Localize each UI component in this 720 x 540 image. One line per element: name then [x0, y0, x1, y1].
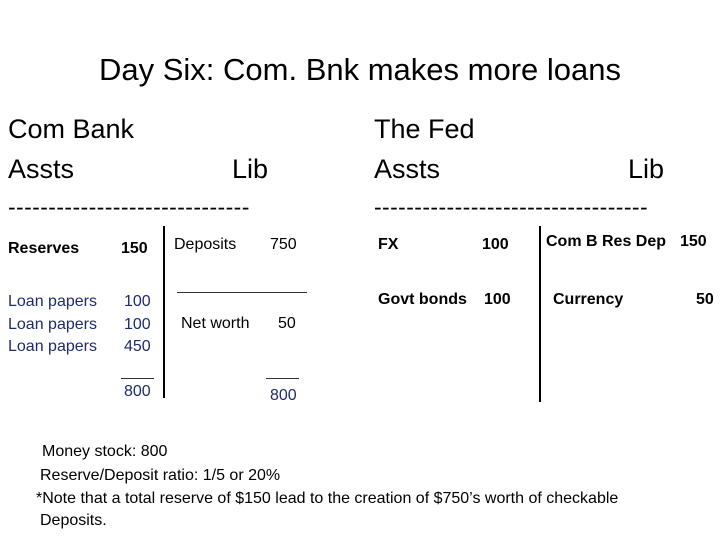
deposits-label: Deposits — [174, 236, 237, 253]
com-bank-heading: Com Bank — [8, 114, 135, 144]
loan-value-3: 450 — [124, 338, 151, 355]
fx-value: 100 — [482, 236, 509, 253]
com-bank-liab-label: Lib — [232, 154, 269, 184]
com-b-res-dep-label: Com B Res Dep — [546, 233, 667, 250]
fed-t-divider — [539, 226, 541, 402]
fed-rule: ---------------------------------- — [374, 194, 649, 220]
page-title: Day Six: Com. Bnk makes more loans — [98, 52, 621, 87]
assets-total-rule — [121, 378, 154, 379]
money-stock-note: Money stock: 800 — [42, 443, 168, 460]
deposits-underline — [177, 292, 307, 293]
deposits-value: 750 — [270, 236, 297, 253]
loan-label-1: Loan papers — [8, 293, 97, 310]
fed-assets-label: Assts — [374, 154, 441, 184]
com-bank-rule: ------------------------------ — [8, 194, 250, 220]
currency-label: Currency — [553, 291, 624, 308]
fx-label: FX — [378, 236, 399, 253]
footnote-line-1: *Note that a total reserve of $150 lead … — [36, 490, 619, 507]
govt-bonds-label: Govt bonds — [378, 291, 467, 308]
reserves-label: Reserves — [8, 240, 80, 257]
com-b-res-dep-value: 150 — [680, 233, 707, 250]
fed-liab-label: Lib — [628, 154, 665, 184]
net-worth-label: Net worth — [181, 315, 250, 332]
govt-bonds-value: 100 — [484, 291, 511, 308]
currency-value: 50 — [696, 291, 714, 308]
loan-label-2: Loan papers — [8, 316, 97, 333]
com-bank-assets-label: Assts — [8, 154, 75, 184]
reserves-value: 150 — [121, 240, 148, 257]
loan-value-2: 100 — [124, 316, 151, 333]
liab-total-rule — [266, 378, 299, 379]
net-worth-value: 50 — [278, 315, 296, 332]
reserve-ratio-note: Reserve/Deposit ratio: 1/5 or 20% — [40, 467, 281, 484]
footnote-line-2: Deposits. — [40, 512, 107, 529]
com-bank-t-divider — [163, 226, 165, 398]
liab-total: 800 — [270, 387, 297, 404]
assets-total: 800 — [124, 383, 151, 400]
loan-value-1: 100 — [124, 293, 151, 310]
loan-label-3: Loan papers — [8, 338, 97, 355]
fed-heading: The Fed — [374, 114, 475, 144]
